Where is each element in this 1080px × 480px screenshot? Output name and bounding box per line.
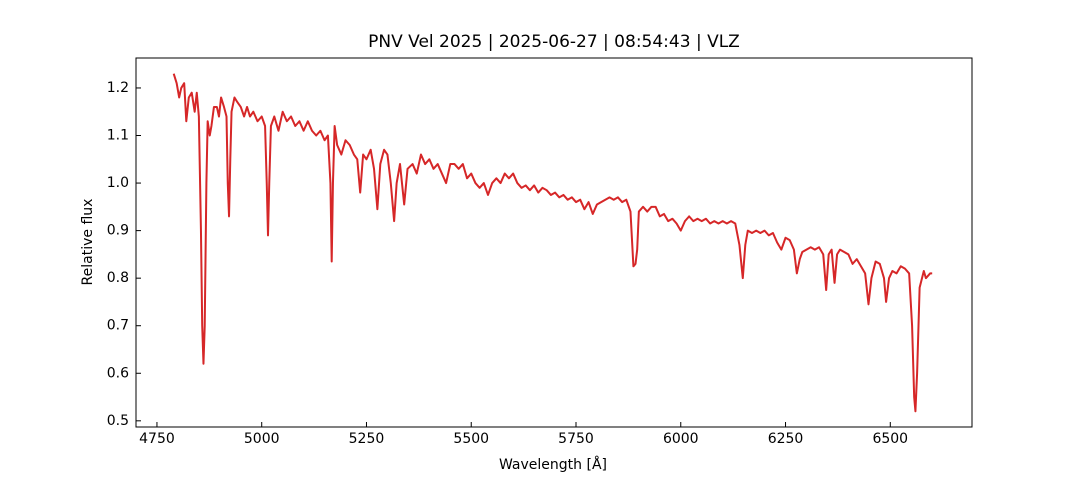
- x-tick-label: 6000: [663, 431, 699, 447]
- spectrum-line: [172, 73, 933, 413]
- x-tick-label: 6500: [872, 431, 908, 447]
- y-tick-label: 0.8: [107, 270, 129, 286]
- y-axis-label: Relative flux: [80, 199, 96, 286]
- y-tick-label: 0.7: [107, 318, 129, 334]
- y-tick-label: 0.6: [107, 365, 129, 381]
- x-axis-label: Wavelength [Å]: [499, 456, 607, 473]
- chart-title: PNV Vel 2025 | 2025-06-27 | 08:54:43 | V…: [368, 32, 740, 52]
- y-tick-label: 1.1: [107, 128, 129, 144]
- x-tick-label: 5250: [349, 431, 385, 447]
- x-tick-label: 4750: [139, 431, 175, 447]
- y-tick-label: 1.0: [107, 175, 129, 191]
- plot-frame: [135, 57, 973, 428]
- y-tick-label: 0.9: [107, 223, 129, 239]
- x-tick-label: 6250: [768, 431, 804, 447]
- x-tick-label: 5500: [453, 431, 489, 447]
- y-tick-label: 0.5: [107, 413, 129, 429]
- x-tick-label: 5750: [558, 431, 594, 447]
- x-tick-label: 5000: [244, 431, 280, 447]
- y-tick-label: 1.2: [107, 80, 129, 96]
